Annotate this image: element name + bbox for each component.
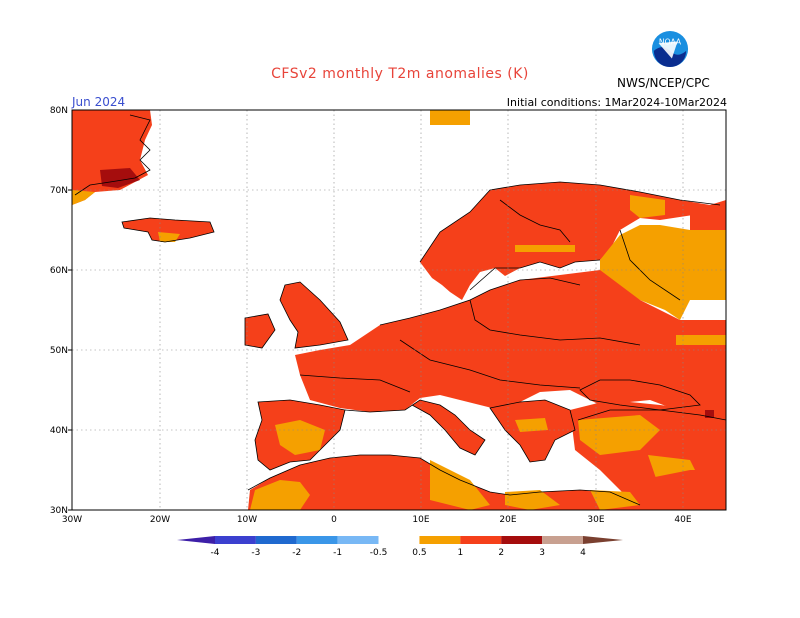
lat-axis: 30N 40N 50N 60N 70N 80N [50, 106, 72, 516]
graticule [72, 110, 726, 510]
map-frame [71, 109, 727, 511]
colorbar-label: -2 [292, 548, 301, 558]
colorbar-label: 3 [539, 548, 545, 558]
noaa-logo-icon: NOAA [651, 30, 689, 68]
colorbar-label: 0.5 [412, 548, 426, 558]
colorbar-label: -4 [211, 548, 220, 558]
lat-tick: 30N [50, 506, 68, 516]
colorbar-label: 1 [457, 548, 463, 558]
colorbar: -4 -3 -2 -1 -0.5 0.5 1 2 3 4 [177, 536, 623, 558]
colorbar-swatch [378, 536, 420, 544]
lon-tick: 40E [674, 515, 691, 525]
colorbar-swatch [337, 536, 379, 544]
colorbar-arrow-low [177, 536, 215, 544]
colorbar-label: 2 [498, 548, 504, 558]
colorbar-label: -1 [333, 548, 342, 558]
lon-tick: 20E [499, 515, 516, 525]
coastlines [74, 114, 727, 506]
anomaly-fill [72, 110, 726, 510]
lon-tick: 10E [412, 515, 429, 525]
lon-tick: 30W [62, 515, 82, 525]
lat-tick: 40N [50, 426, 68, 436]
colorbar-swatch [296, 536, 338, 544]
colorbar-label: -3 [251, 548, 260, 558]
colorbar-swatch [501, 536, 543, 544]
colorbar-swatch [542, 536, 583, 544]
colorbar-label: -0.5 [370, 548, 388, 558]
lat-tick: 70N [50, 186, 68, 196]
lat-tick: 80N [50, 106, 68, 116]
colorbar-swatch [255, 536, 297, 544]
logo-lettering: NOAA [659, 37, 682, 46]
colorbar-swatch [460, 536, 502, 544]
chart-title: CFSv2 monthly T2m anomalies (K) [271, 66, 529, 82]
lon-tick: 20W [150, 515, 170, 525]
lon-axis: 30W 20W 10W 0 10E 20E 30E 40E [62, 515, 692, 525]
colorbar-swatch [419, 536, 461, 544]
colorbar-swatch [215, 536, 256, 544]
agency-label: NWS/NCEP/CPC [617, 76, 710, 90]
lon-tick: 30E [587, 515, 604, 525]
lat-tick: 60N [50, 266, 68, 276]
valid-month-label: Jun 2024 [72, 95, 126, 109]
initial-conditions-label: Initial conditions: 1Mar2024-10Mar2024 [506, 96, 727, 109]
lon-tick: 10W [237, 515, 257, 525]
colorbar-arrow-high [583, 536, 623, 544]
lon-tick: 0 [331, 515, 337, 525]
colorbar-label: 4 [580, 548, 586, 558]
lat-tick: 50N [50, 346, 68, 356]
